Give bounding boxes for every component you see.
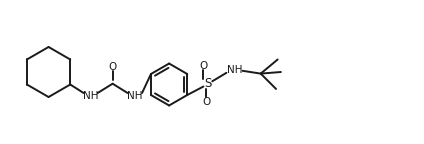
Text: O: O <box>202 97 210 107</box>
Text: NH: NH <box>83 91 98 101</box>
Text: NH: NH <box>127 91 142 101</box>
Text: O: O <box>109 62 117 72</box>
Text: NH: NH <box>227 65 242 75</box>
Text: O: O <box>199 60 207 71</box>
Text: S: S <box>204 77 212 90</box>
